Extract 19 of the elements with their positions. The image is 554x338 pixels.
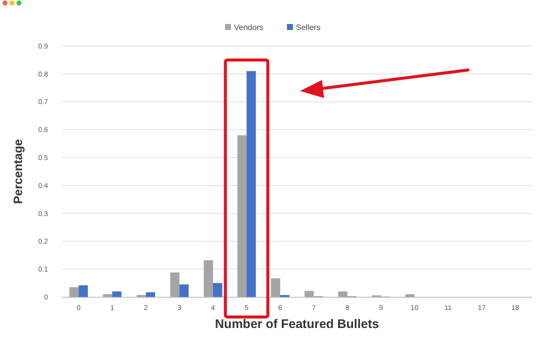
bar xyxy=(179,284,189,297)
bar xyxy=(146,292,156,297)
bar xyxy=(170,272,180,297)
bar xyxy=(213,283,222,297)
y-axis-title: Percentage xyxy=(11,138,25,204)
bar xyxy=(112,291,122,297)
bar xyxy=(405,294,415,297)
legend-label: Vendors xyxy=(234,23,264,32)
bar xyxy=(270,278,280,297)
bar xyxy=(78,285,88,297)
bar xyxy=(304,290,314,297)
bar xyxy=(102,294,112,297)
bar xyxy=(69,287,79,297)
bar xyxy=(338,291,348,297)
bar xyxy=(204,260,214,297)
legend-label: Sellers xyxy=(296,23,320,32)
bar xyxy=(246,71,256,297)
x-axis-title: Number of Featured Bullets xyxy=(215,317,379,331)
bar xyxy=(237,135,247,297)
